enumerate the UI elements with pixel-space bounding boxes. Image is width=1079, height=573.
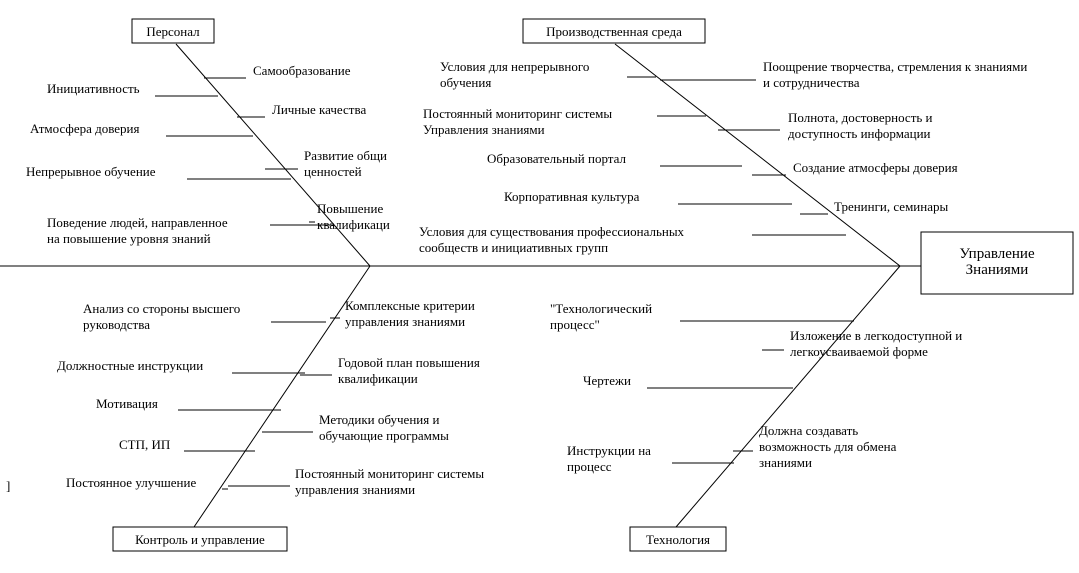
category-label: Персонал	[146, 24, 200, 39]
cause-label: Годовой план повышенияквалификации	[338, 355, 480, 386]
cause-label: Развитие общиценностей	[304, 148, 387, 179]
cause-label: Условия для существования профессиональн…	[419, 224, 685, 255]
cause-label: Изложение в легкодоступной илегкоусваива…	[790, 328, 962, 359]
cause-label: Тренинги, семинары	[834, 199, 948, 214]
cause-label: Инструкции напроцесс	[567, 443, 651, 474]
cause-label: Постоянное улучшение	[66, 475, 196, 490]
cause-label: Постоянный мониторинг системыУправления …	[423, 106, 612, 137]
fishbone-diagram: УправлениеЗнаниями Персонал Инициативность…	[0, 0, 1079, 573]
cause-label: Непрерывное обучение	[26, 164, 156, 179]
category-label: Производственная среда	[546, 24, 682, 39]
cause-label: Постоянный мониторинг системыуправления …	[295, 466, 484, 497]
cause-label: Инициативность	[47, 81, 140, 96]
cause-label: Методики обучения иобучающие программы	[319, 412, 449, 443]
cause-label: Атмосфера доверия	[30, 121, 140, 136]
cause-label: Личные качества	[272, 102, 366, 117]
cause-label: Полнота, достоверность идоступность инфо…	[788, 110, 933, 141]
cause-label: Чертежи	[583, 373, 631, 388]
head-label: УправлениеЗнаниями	[959, 246, 1035, 278]
cause-label: Должностные инструкции	[57, 358, 203, 373]
cause-label: Мотивация	[96, 396, 158, 411]
cause-label: Создание атмосферы доверия	[793, 160, 958, 175]
category-label: Контроль и управление	[135, 532, 265, 547]
bone	[676, 266, 900, 527]
cause-label: Корпоративная культура	[504, 189, 640, 204]
cause-label: Условия для непрерывногообучения	[440, 59, 589, 90]
cause-label: СТП, ИП	[119, 437, 170, 452]
cause-label: Образовательный портал	[487, 151, 627, 166]
cause-label: Повышениеквалификаци	[317, 201, 390, 232]
stray-mark: ]	[6, 478, 10, 493]
cause-label: Самообразование	[253, 63, 351, 78]
cause-label: Анализ со стороны высшегоруководства	[83, 301, 240, 332]
cause-label: Поощрение творчества, стремления к знани…	[763, 59, 1027, 90]
category-label: Технология	[646, 532, 710, 547]
cause-label: Должна создаватьвозможность для обменазн…	[759, 423, 897, 470]
cause-label: Комплексные критерииуправления знаниями	[345, 298, 475, 329]
cause-label: Поведение людей, направленноена повышени…	[47, 215, 228, 246]
cause-label: "Технологическийпроцесс"	[550, 301, 652, 332]
